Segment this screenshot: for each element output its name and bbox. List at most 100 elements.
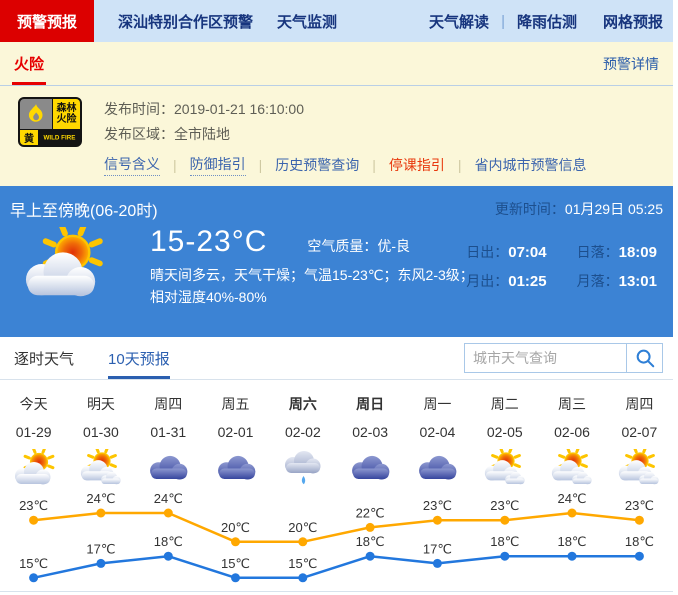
day-name: 周二 xyxy=(490,396,519,412)
low-temp-line xyxy=(33,554,640,580)
high-temp-point xyxy=(500,515,510,525)
high-temp-point xyxy=(365,522,375,532)
low-temp-label: 15℃ xyxy=(288,556,317,571)
high-temp-label: 24℃ xyxy=(557,491,586,506)
low-temp-point xyxy=(432,558,442,568)
air-quality: 空气质量：优-良 xyxy=(307,236,410,256)
day-weather-icon xyxy=(538,449,605,489)
air-quality-label: 空气质量： xyxy=(307,238,378,254)
low-temp-point xyxy=(96,558,106,568)
air-quality-value: 优-良 xyxy=(377,238,411,254)
sun-moon-label: 日落： xyxy=(576,244,619,260)
badge-title: 森林 火险 xyxy=(53,99,80,129)
tab-10天预报[interactable]: 10天预报 xyxy=(108,337,170,379)
badge-title-line2: 火险 xyxy=(56,114,77,125)
forecast-day-column: 周四 01-31 xyxy=(135,394,202,489)
badge-level: 黄 xyxy=(20,130,39,145)
day-date: 02-05 xyxy=(486,424,523,440)
ten-day-forecast-panel: 今天 01-29 明天 01-30 周四 01-31 周五 02-01 周六 02-02 … xyxy=(0,379,673,592)
high-temp-label: 23℃ xyxy=(19,498,48,513)
search-button[interactable] xyxy=(626,343,663,373)
forecast-day-column: 周五 02-01 xyxy=(202,394,269,489)
nav-tabs: 预警预报 深汕特别合作区预警 天气监测 xyxy=(0,0,337,42)
sun-clouds-icon xyxy=(551,449,592,485)
warning-link-省内城市预警信息[interactable]: 省内城市预警信息 xyxy=(474,157,587,173)
day-date: 02-04 xyxy=(419,424,456,440)
nav-link-降雨估测[interactable]: 降雨估测 xyxy=(516,13,577,31)
sun-moon-item: 月落：13:01 xyxy=(577,271,657,291)
day-weather-icon xyxy=(0,449,67,489)
low-temp-label: 18℃ xyxy=(557,534,586,549)
high-temp-label: 23℃ xyxy=(490,498,519,513)
day-date: 01-29 xyxy=(15,424,52,440)
high-temp-point xyxy=(567,508,577,518)
publish-area-row: 发布区域：全市陆地 xyxy=(104,122,587,147)
low-temp-label: 18℃ xyxy=(356,534,385,549)
nav-tab-预警预报[interactable]: 预警预报 xyxy=(0,0,95,42)
warning-section: 森林 火险 黄 WILD FIRE 发布时间：2019-01-21 16:10:… xyxy=(0,86,673,186)
low-temp-point xyxy=(231,573,240,583)
warning-link-防御指引[interactable]: 防御指引 xyxy=(189,154,246,176)
low-temp-label: 18℃ xyxy=(490,534,519,549)
day-name: 明天 xyxy=(86,396,115,412)
badge-title-line1: 森林 xyxy=(56,103,77,114)
nav-tab-天气监测[interactable]: 天气监测 xyxy=(277,13,338,31)
search-input[interactable] xyxy=(464,343,627,373)
forecast-day-column: 周二 02-05 xyxy=(471,394,538,489)
forecast-day-column: 今天 01-29 xyxy=(0,394,67,489)
current-weather-panel: 早上至傍晚(06-20时) 更新时间：01月29日 05:25 15-23°C … xyxy=(0,186,673,337)
sun-moon-item: 日出：07:04 xyxy=(466,242,546,262)
warning-link-历史预警查询[interactable]: 历史预警查询 xyxy=(275,157,360,173)
nav-link-天气解读[interactable]: 天气解读 xyxy=(429,13,490,31)
low-temp-point xyxy=(298,573,308,583)
day-date: 01-30 xyxy=(83,424,119,440)
high-temp-point xyxy=(96,508,106,518)
sun-cloud-icon xyxy=(20,222,106,310)
forecast-day-column: 周四 02-07 xyxy=(606,394,673,489)
rain-icon xyxy=(284,451,321,485)
day-name: 周三 xyxy=(558,396,587,412)
day-name: 周一 xyxy=(423,396,452,412)
high-temp-line xyxy=(33,511,640,544)
nav-right-links: 天气解读 | 降雨估测 网格预报 xyxy=(403,0,673,42)
nav-tab-深汕特别合作区预警[interactable]: 深汕特别合作区预警 xyxy=(118,13,254,31)
description-line2: 相对湿度40%-80% xyxy=(150,289,267,305)
high-temp-point xyxy=(298,537,308,547)
publish-time-row: 发布时间：2019-01-21 16:10:00 xyxy=(104,97,587,122)
high-temp-label: 24℃ xyxy=(86,491,115,506)
sun-moon-label: 日出： xyxy=(466,244,509,260)
low-temp-label: 18℃ xyxy=(154,534,183,549)
sun-clouds-icon xyxy=(484,449,525,485)
high-temp-label: 20℃ xyxy=(288,520,317,535)
high-temp-point xyxy=(163,508,173,518)
low-temp-point xyxy=(500,551,510,561)
low-temp-point xyxy=(634,551,644,561)
tab-逐时天气[interactable]: 逐时天气 xyxy=(14,350,75,368)
search-icon xyxy=(636,349,654,368)
day-name: 今天 xyxy=(19,396,48,412)
warning-link-信号含义[interactable]: 信号含义 xyxy=(104,154,160,176)
nav-link-网格预报[interactable]: 网格预报 xyxy=(602,13,663,31)
temperature-chart: 23℃ 24℃ 24℃ 20℃ 20℃ 22℃ 23℃ 23℃ 24℃ 23℃ 15℃ 17℃ 18℃ 1… xyxy=(19,491,654,583)
low-temp-label: 17℃ xyxy=(86,541,115,556)
top-nav: 预警预报 深汕特别合作区预警 天气监测 天气解读 | 降雨估测 网格预报 xyxy=(0,0,673,42)
city-search xyxy=(464,343,663,373)
day-weather-icon xyxy=(471,449,538,489)
high-temp-point xyxy=(231,537,240,547)
warning-link-停课指引[interactable]: 停课指引 xyxy=(388,157,445,173)
warning-detail-link[interactable]: 预警详情 xyxy=(603,55,659,72)
forecast-day-column: 周日 02-03 xyxy=(337,394,404,489)
link-separator: | xyxy=(258,157,263,173)
nav-separator: | xyxy=(501,12,505,30)
sun-moon-label: 月出： xyxy=(466,273,509,289)
badge-bottom: 黄 WILD FIRE xyxy=(20,130,80,145)
day-weather-icon xyxy=(269,449,336,489)
high-temp-label: 24℃ xyxy=(154,491,183,506)
tab-fire-risk[interactable]: 火险 xyxy=(11,42,47,85)
day-date: 02-03 xyxy=(352,424,389,440)
sun-moon-value: 18:09 xyxy=(618,244,657,261)
flame-icon xyxy=(20,99,52,129)
badge-top: 森林 火险 xyxy=(20,99,80,129)
description-line1: 晴天间多云，天气干燥；气温15-23℃；东风2-3级； xyxy=(150,267,474,283)
